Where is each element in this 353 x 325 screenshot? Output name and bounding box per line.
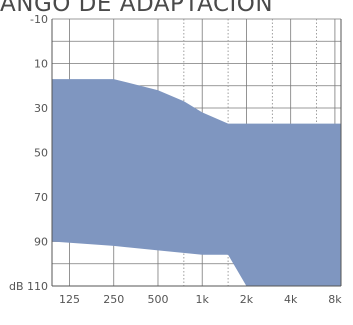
chart-frame [51, 19, 342, 287]
x-tick-label: 1k [196, 293, 210, 306]
y-tick-label: 50 [34, 147, 48, 160]
y-tick-label: -10 [30, 13, 48, 26]
y-tick-label: 90 [34, 236, 48, 249]
x-tick-label: 2k [240, 293, 254, 306]
x-tick-label: 8k [328, 293, 342, 306]
y-tick-label: 10 [34, 58, 48, 71]
x-tick-label: 125 [59, 293, 80, 306]
adaptation-range-area [52, 79, 341, 286]
chart-title: ANGO DE ADAPTACIÓN [0, 0, 274, 17]
x-tick-label: 4k [284, 293, 298, 306]
y-axis-tick-labels: -10 10 30 50 70 90 dB 110 [9, 13, 48, 293]
x-tick-label: 250 [103, 293, 124, 306]
y-tick-label: dB 110 [9, 280, 48, 293]
y-tick-label: 30 [34, 102, 48, 115]
y-tick-label: 70 [34, 191, 48, 204]
x-tick-label: 500 [147, 293, 168, 306]
x-axis-tick-labels: 125 250 500 1k 2k 4k 8k [59, 293, 342, 306]
